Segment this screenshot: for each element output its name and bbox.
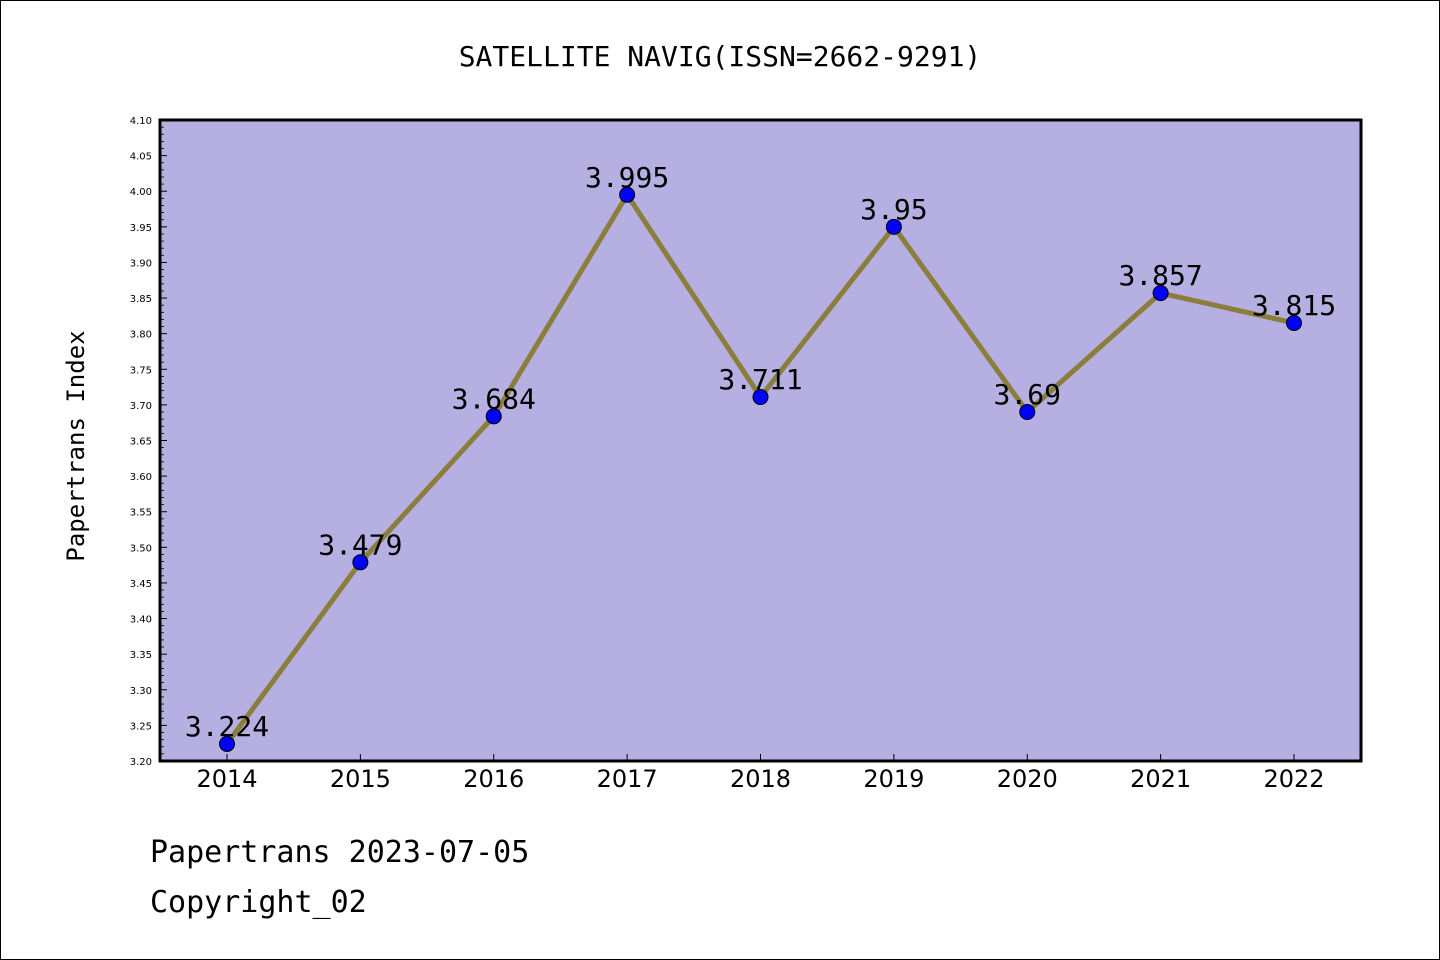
y-tick-label: 3.95 bbox=[130, 223, 152, 234]
y-tick-label: 4.05 bbox=[130, 152, 152, 163]
footer-date: Papertrans 2023-07-05 bbox=[150, 835, 530, 870]
y-tick-label: 3.60 bbox=[130, 472, 152, 483]
y-tick-label: 3.90 bbox=[130, 258, 152, 269]
x-tick-label: 2021 bbox=[1130, 765, 1191, 793]
x-tick-label: 2016 bbox=[463, 765, 524, 793]
data-label: 3.95 bbox=[860, 193, 927, 226]
y-tick-label: 3.40 bbox=[130, 615, 152, 626]
data-point bbox=[219, 735, 235, 752]
data-label: 3.479 bbox=[318, 528, 402, 561]
data-label: 3.815 bbox=[1252, 289, 1336, 322]
y-tick-label: 3.70 bbox=[130, 401, 152, 412]
y-tick-label: 3.20 bbox=[130, 757, 152, 768]
x-axis-ticks: 2014 2015 2016 2017 2018 2019 2020 2021 2022 bbox=[196, 754, 1325, 793]
x-tick-label: 2014 bbox=[196, 765, 257, 793]
y-tick-label: 4.00 bbox=[130, 187, 152, 198]
data-point bbox=[885, 218, 902, 235]
y-tick-label: 3.30 bbox=[130, 686, 152, 697]
data-point bbox=[619, 186, 636, 203]
y-tick-label: 3.35 bbox=[130, 650, 152, 661]
y-tick-label: 3.55 bbox=[130, 508, 152, 519]
y-tick-label: 3.25 bbox=[130, 721, 152, 732]
data-point bbox=[1152, 285, 1169, 302]
data-point bbox=[1286, 314, 1302, 331]
data-point bbox=[352, 554, 369, 571]
x-tick-label: 2015 bbox=[330, 765, 391, 793]
data-label: 3.857 bbox=[1118, 259, 1202, 292]
x-tick-label: 2017 bbox=[597, 765, 658, 793]
y-tick-label: 3.65 bbox=[130, 437, 152, 448]
data-label: 3.224 bbox=[185, 710, 269, 743]
x-tick-label: 2018 bbox=[730, 765, 791, 793]
data-point bbox=[752, 389, 769, 406]
chart-title: SATELLITE NAVIG(ISSN=2662-9291) bbox=[459, 40, 982, 73]
y-tick-label: 3.75 bbox=[130, 365, 152, 376]
data-point bbox=[485, 408, 502, 425]
data-label: 3.69 bbox=[994, 378, 1061, 411]
y-axis-ticks: 3.20 3.25 3.30 3.35 3.40 3.45 3.50 3.55 3.60 3.65… bbox=[130, 116, 167, 768]
plot-area bbox=[158, 118, 1363, 763]
y-tick-label: 4.10 bbox=[130, 116, 152, 127]
x-tick-label: 2020 bbox=[997, 765, 1058, 793]
data-label-group: 3.224 3.479 3.684 3.995 3.711 3.95 3.69 3.857 3.… bbox=[185, 161, 1336, 743]
y-tick-label: 3.85 bbox=[130, 294, 152, 305]
y-tick-label: 3.80 bbox=[130, 330, 152, 341]
data-label: 3.711 bbox=[718, 363, 802, 396]
footer-copyright: Copyright_02 bbox=[150, 885, 367, 920]
data-point bbox=[1019, 404, 1036, 421]
x-tick-label: 2022 bbox=[1263, 765, 1324, 793]
y-tick-label: 3.50 bbox=[130, 543, 152, 554]
data-label: 3.684 bbox=[452, 382, 536, 415]
x-tick-label: 2019 bbox=[863, 765, 924, 793]
y-tick-label: 3.45 bbox=[130, 579, 152, 590]
y-axis-label: Papertrans Index bbox=[62, 330, 90, 561]
data-label: 3.995 bbox=[585, 161, 669, 194]
data-point-group bbox=[219, 186, 1302, 752]
